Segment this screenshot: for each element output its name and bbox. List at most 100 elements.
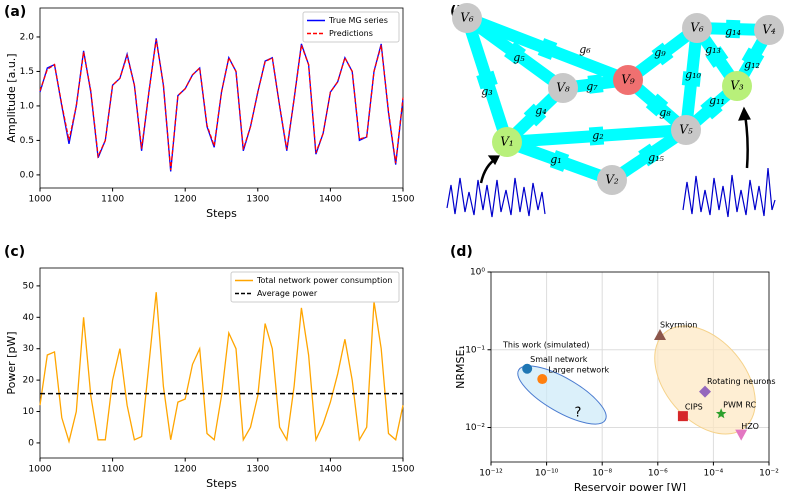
legend-label: Total network power consumption xyxy=(256,276,392,285)
edge-label: g₉ xyxy=(654,46,666,59)
resistor xyxy=(741,47,765,69)
node-label: V₃ xyxy=(730,79,744,93)
x-axis-label: Steps xyxy=(206,207,237,220)
edge-label: g₂ xyxy=(592,129,603,142)
resistor xyxy=(476,70,498,90)
point xyxy=(715,408,727,419)
edge-label: g₅ xyxy=(513,51,525,64)
resistor xyxy=(645,93,669,117)
y-tick-label: 10⁰ xyxy=(470,268,485,278)
x-tick-label: 1000 xyxy=(29,465,52,475)
point xyxy=(735,429,748,441)
edge-label: g₈ xyxy=(659,106,671,119)
edge-label: g₁₂ xyxy=(744,58,760,71)
point xyxy=(699,385,711,398)
resistor xyxy=(705,46,729,68)
y-tick-label: 40 xyxy=(23,313,35,323)
x-tick-label: 10⁻² xyxy=(759,469,779,479)
resistor xyxy=(588,126,605,146)
node-label: V₈ xyxy=(556,81,570,95)
y-tick-label: 10⁻² xyxy=(465,423,485,433)
diagram-signals xyxy=(446,106,776,218)
diagram: g₁ g₂ g₃ g₄ g₅ g₆ g₇ g₈ g₉ g₁₀ g₁₁ g₁₂ g₁₃ g₁₄ g₁₅ V₆ V₈… xyxy=(452,3,784,195)
point xyxy=(522,363,533,374)
node xyxy=(548,73,578,103)
node xyxy=(754,15,784,45)
x-tick-label: 1400 xyxy=(319,465,342,475)
point-label: PWM RC xyxy=(723,400,756,409)
point-label: Small network xyxy=(530,355,588,364)
y-tick-label: 0.0 xyxy=(20,170,35,180)
x-tick-label: 1500 xyxy=(392,465,415,475)
edge-label: g₁₀ xyxy=(685,68,701,81)
edge-label: g₇ xyxy=(586,80,598,93)
edge-label: g₁ xyxy=(550,153,561,166)
x-tick-label: 1300 xyxy=(246,465,269,475)
edge-label: g₁₄ xyxy=(725,25,741,38)
y-tick-label: 50 xyxy=(23,281,35,291)
point-label: Rotating neurons xyxy=(707,377,776,386)
panel-label: (a) xyxy=(4,4,26,20)
node-label: V₁ xyxy=(500,135,513,149)
resistor xyxy=(681,71,702,87)
node xyxy=(613,65,643,95)
x-axis-label: Steps xyxy=(206,477,237,490)
y-tick-label: 10⁻¹ xyxy=(465,345,485,355)
x-tick-label: 10⁻¹⁰ xyxy=(535,469,559,479)
x-tick-label: 1400 xyxy=(319,195,342,205)
resistor xyxy=(638,143,660,167)
annotation: This work (simulated) xyxy=(502,341,590,350)
plot-frame xyxy=(39,267,404,459)
output-arrow xyxy=(743,114,749,169)
node xyxy=(682,13,712,43)
legend-label: Predictions xyxy=(329,29,373,38)
y-axis-label: NRMSE₁ xyxy=(454,345,467,389)
series-line xyxy=(39,292,404,444)
edge-label: g₃ xyxy=(481,85,492,98)
annotation: ? xyxy=(575,406,582,421)
plot-2: 10⁻¹² 10⁻¹⁰ 10⁻⁸ 10⁻⁶ 10⁻⁴ 10⁻² 10⁻² 10⁻¹ 10⁰ Res… xyxy=(454,268,779,491)
x-tick-label: 1500 xyxy=(392,195,415,205)
edge-label: g₁₅ xyxy=(648,151,664,164)
resistor xyxy=(725,19,741,39)
node-label: V₉ xyxy=(621,73,635,87)
x-tick-label: 1000 xyxy=(29,195,52,205)
y-tick-label: 1.5 xyxy=(20,67,34,77)
node xyxy=(671,115,701,145)
output-arrow-head xyxy=(738,106,751,121)
x-tick-label: 1100 xyxy=(101,195,124,205)
y-axis-label: Amplitude [a.u.] xyxy=(5,53,18,142)
node xyxy=(452,3,482,33)
y-tick-label: 2.0 xyxy=(20,32,35,42)
point xyxy=(537,374,548,385)
point xyxy=(654,329,666,340)
y-axis-label: Power [pW] xyxy=(5,331,18,394)
node xyxy=(597,165,627,195)
point-label: Larger network xyxy=(548,366,609,375)
resistor xyxy=(587,74,604,94)
x-axis-label: Reservoir power [W] xyxy=(574,481,686,491)
resistor xyxy=(549,150,570,172)
legend-label: True MG series xyxy=(328,16,388,25)
node-label: V₄ xyxy=(762,23,776,37)
legend-box xyxy=(230,271,400,303)
y-tick-label: 10 xyxy=(23,407,35,417)
y-tick-label: 30 xyxy=(23,344,35,354)
x-tick-label: 10⁻⁴ xyxy=(703,469,723,479)
edge-label: g₁₃ xyxy=(705,43,721,56)
output-signal xyxy=(682,167,776,218)
resistor xyxy=(651,42,674,66)
series-line xyxy=(39,38,404,172)
series-line xyxy=(39,39,404,171)
plot-frame xyxy=(490,271,770,463)
x-tick-label: 10⁻⁸ xyxy=(592,469,612,479)
x-tick-label: 1200 xyxy=(174,465,197,475)
point xyxy=(677,411,688,422)
x-tick-label: 1200 xyxy=(174,195,197,205)
y-tick-label: 20 xyxy=(23,376,35,386)
legend-label: Average power xyxy=(257,289,318,298)
y-tick-label: 0.5 xyxy=(20,136,34,146)
node-label: V₂ xyxy=(605,173,619,187)
resistor xyxy=(700,96,723,120)
node xyxy=(492,127,522,157)
